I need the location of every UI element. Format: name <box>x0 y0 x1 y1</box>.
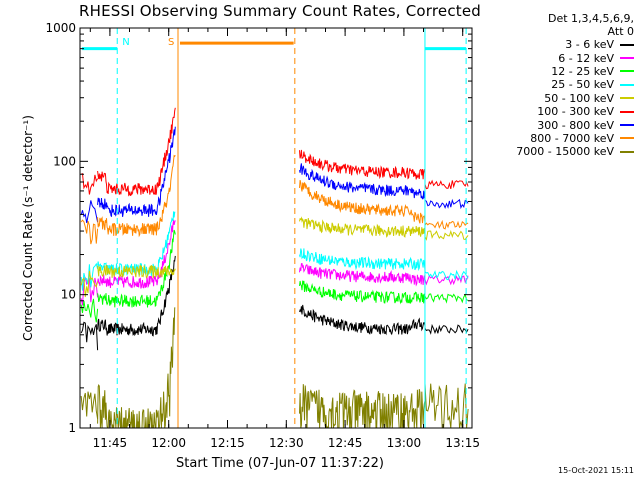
series-line-pre-4 <box>80 270 99 298</box>
legend-swatch <box>620 97 634 100</box>
series-line-2-2 <box>299 280 469 305</box>
series-line-1-0 <box>97 255 176 337</box>
chart-title: RHESSI Observing Summary Count Rates, Co… <box>78 2 481 20</box>
series-line-pre-8 <box>80 391 99 419</box>
legend-swatch <box>620 57 634 60</box>
legend-entry-label: 12 - 25 keV <box>551 64 614 78</box>
legend-entry-label: 100 - 300 keV <box>537 105 614 119</box>
legend-entry: 3 - 6 keV <box>470 38 634 51</box>
legend-swatch <box>620 70 634 73</box>
axes-frame <box>79 27 473 429</box>
legend-entry-label: 300 - 800 keV <box>537 118 614 132</box>
legend-entries: 3 - 6 keV 6 - 12 keV 12 - 25 keV 25 - 50 ke… <box>470 38 634 159</box>
series-line-2-4 <box>299 216 469 241</box>
series-line-1-5 <box>97 107 176 197</box>
series-line-2-6 <box>299 163 469 210</box>
legend-swatch <box>620 43 634 46</box>
series-line-pre-7 <box>80 219 99 245</box>
y-tick-label-0: 1 <box>68 421 76 435</box>
series-line-1-1 <box>97 219 176 289</box>
legend-entry: 300 - 800 keV <box>470 118 634 132</box>
series-line-2-5 <box>299 149 469 190</box>
series-line-2-7 <box>299 179 469 230</box>
series-line-pre-6 <box>80 200 99 223</box>
x-tick-label-2: 12:15 <box>210 436 245 450</box>
series-line-2-1 <box>299 263 469 287</box>
x-tick-label-6: 13:15 <box>445 436 480 450</box>
legend-entry: 100 - 300 keV <box>470 105 634 118</box>
x-tick-label-3: 12:30 <box>269 436 304 450</box>
legend-entry: 25 - 50 keV <box>470 78 634 91</box>
x-tick-label-1: 12:00 <box>151 436 186 450</box>
legend-swatch <box>620 124 634 127</box>
series-line-1-7 <box>97 154 176 238</box>
x-tick-label-5: 13:00 <box>387 436 422 450</box>
y-tick-label-3: 1000 <box>45 21 76 35</box>
legend-entry: 7000 - 15000 keV <box>470 145 634 158</box>
legend-entry: 50 - 100 keV <box>470 92 634 105</box>
series-line-pre-3 <box>80 262 99 291</box>
legend-entry: 6 - 12 keV <box>470 51 634 65</box>
legend-entry-label: 50 - 100 keV <box>544 91 614 105</box>
legend-swatch <box>620 83 634 86</box>
series-line-1-3 <box>97 211 176 276</box>
series-line-pre-5 <box>81 173 99 195</box>
legend-entry-label: 3 - 6 keV <box>565 38 614 52</box>
plot-area: N S 1 10 100 1000 11:45 12:00 12:15 12:30 12:45 13:… <box>21 21 480 450</box>
series-line-1-2 <box>97 229 176 308</box>
legend-swatch <box>620 150 634 153</box>
legend-entry: 12 - 25 keV <box>470 65 634 78</box>
legend-entry: 800 - 7000 keV <box>470 132 634 145</box>
legend-entry-label: 25 - 50 keV <box>551 78 614 92</box>
y-tick-label-2: 100 <box>53 154 76 168</box>
legend-header-detectors: Det 1,3,4,5,6,9, <box>547 12 634 25</box>
series-line-1-4 <box>97 264 176 280</box>
marker-label-saa: S <box>168 37 174 48</box>
series-line-pre-0 <box>80 321 99 351</box>
marker-label-night: N <box>122 37 129 48</box>
generation-timestamp: 15-Oct-2021 15:11 <box>558 466 634 475</box>
legend-entry-label: 7000 - 15000 keV <box>516 145 614 159</box>
series-line-2-3 <box>299 248 469 281</box>
series-line-2-0 <box>299 304 469 336</box>
legend: Det 1,3,4,5,6,9, Att 0 3 - 6 keV 6 - 12 k… <box>470 12 634 159</box>
legend-swatch <box>620 137 634 140</box>
x-tick-label-4: 12:45 <box>328 436 363 450</box>
legend-entry-label: 6 - 12 keV <box>558 51 614 65</box>
x-tick-label-0: 11:45 <box>93 436 128 450</box>
series-line-2-8 <box>299 383 469 429</box>
x-axis-label: Start Time (07-Jun-07 11:37:22) <box>176 456 384 471</box>
legend-header-attenuator: Att 0 <box>607 25 634 38</box>
y-axis-label: Corrected Count Rate (s⁻¹ detector⁻¹) <box>21 115 35 341</box>
legend-swatch <box>620 110 634 113</box>
legend-entry-label: 800 - 7000 keV <box>530 131 614 145</box>
series-line-1-6 <box>97 126 176 217</box>
y-tick-label-1: 10 <box>61 288 76 302</box>
series-line-pre-2 <box>80 298 99 323</box>
